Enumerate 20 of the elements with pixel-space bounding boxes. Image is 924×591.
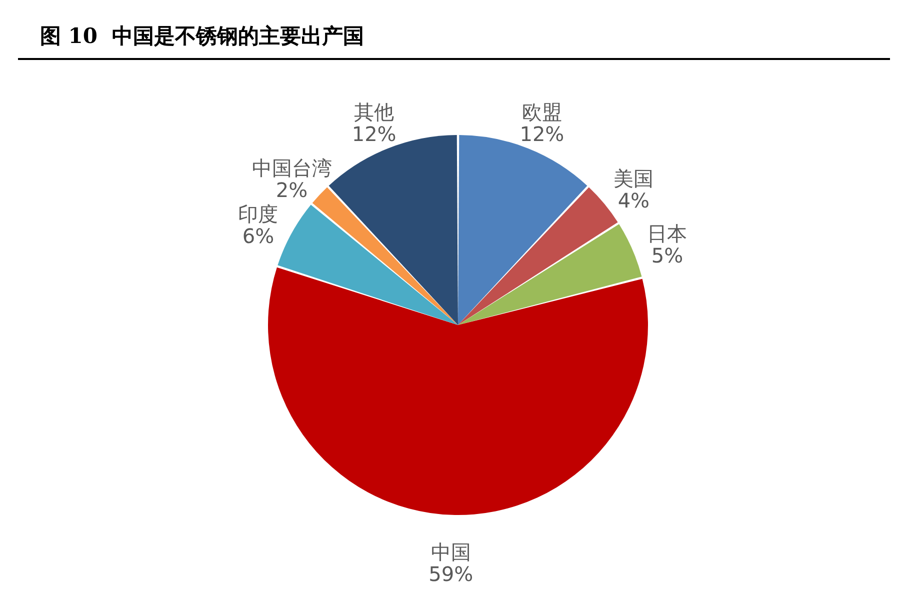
data-label: 6% [242,224,274,248]
pie-slice [278,204,458,325]
pie-slice [458,224,642,325]
data-label: 12% [352,122,396,146]
pie-slice [458,187,618,325]
pie-slice [312,187,458,325]
slice-label: 美国 [614,166,654,191]
data-label: 4% [618,188,650,213]
chart-title: 图 10 中国是不锈钢的主要出产国 [18,22,890,60]
data-label: 5% [651,243,684,268]
slice-label: 欧盟 [522,100,562,124]
pie-slice [268,267,648,515]
data-label: 12% [520,122,564,146]
slice-label: 中国 [430,540,471,564]
slice-label: 日本 [647,221,688,246]
slice-label: 印度 [238,202,278,226]
data-label: 59% [428,562,474,586]
slice-label: 其他 [354,100,394,124]
slice-label: 中国台湾 [252,156,332,180]
data-label: 2% [276,178,308,202]
